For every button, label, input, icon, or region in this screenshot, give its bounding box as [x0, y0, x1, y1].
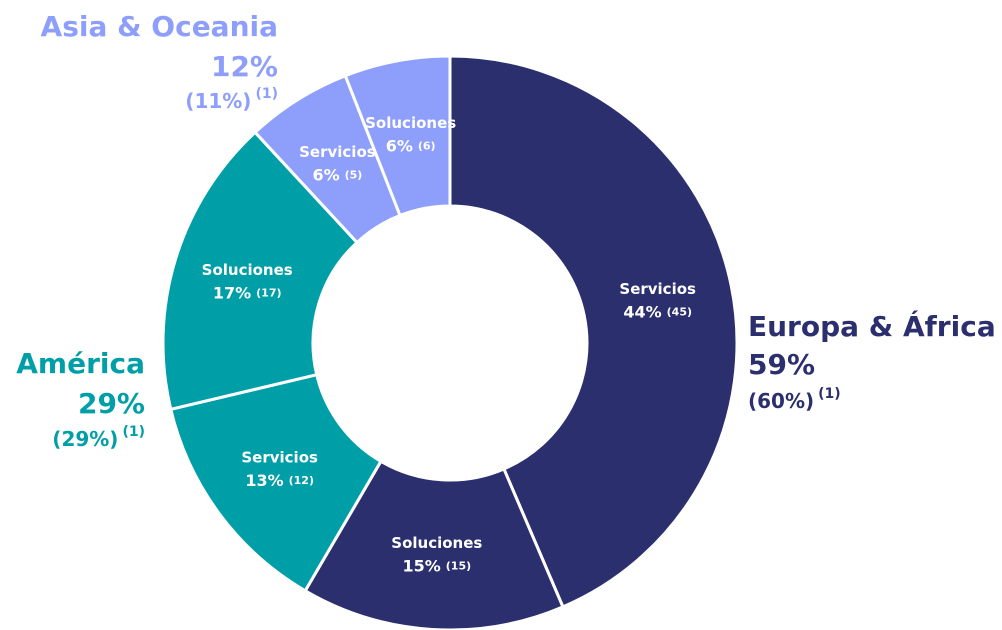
segment-prior: (15): [446, 560, 471, 573]
segment-prior: (6): [418, 140, 436, 153]
segment-name: Servicios: [241, 449, 318, 467]
group-footnote: (1): [818, 386, 841, 402]
segment-name: Soluciones: [202, 261, 293, 279]
segment-percent: 6%: [386, 136, 413, 155]
group-name: América: [16, 347, 145, 380]
segment-value: 13% (12): [245, 471, 314, 490]
group-percent: 12%: [211, 50, 278, 83]
group-prior-value: (11%): [185, 89, 251, 113]
group-name: Asia & Oceania: [41, 10, 278, 43]
segment-percent: 15%: [402, 556, 440, 575]
segment-value: 6% (5): [312, 165, 362, 184]
segment-prior: (45): [667, 305, 692, 318]
segment-percent: 13%: [245, 471, 283, 490]
group-footnote: (1): [255, 86, 278, 102]
segment-prior: (17): [256, 286, 281, 299]
donut-segment: [303, 459, 565, 630]
donut-segment: [343, 54, 452, 218]
segment-percent: 17%: [213, 283, 251, 302]
group-percent: 59%: [748, 348, 815, 381]
group-name: Europa & África: [748, 309, 996, 343]
group-prior: (29%) (1): [52, 424, 145, 451]
segment-name: Soluciones: [365, 114, 456, 132]
group-prior: (11%) (1): [185, 86, 278, 113]
group-prior: (60%) (1): [748, 386, 841, 413]
segment-prior: (12): [289, 474, 314, 487]
segment-value: 15% (15): [402, 556, 471, 575]
donut-segment: [168, 372, 383, 593]
segment-value: 44% (45): [623, 302, 692, 321]
segment-value: 17% (17): [213, 283, 282, 302]
group-footnote: (1): [122, 424, 145, 440]
segment-prior: (5): [345, 168, 363, 181]
segment-name: Servicios: [619, 280, 696, 298]
donut-segment: [448, 54, 739, 609]
group-percent: 29%: [78, 387, 145, 420]
segment-value: 6% (6): [386, 136, 436, 155]
segment-percent: 6%: [312, 165, 339, 184]
segment-percent: 44%: [623, 302, 661, 321]
group-prior-value: (60%): [748, 389, 814, 413]
donut-segment: [161, 130, 360, 412]
segment-name: Servicios: [299, 143, 376, 161]
segment-name: Soluciones: [391, 534, 482, 552]
group-prior-value: (29%): [52, 427, 118, 451]
